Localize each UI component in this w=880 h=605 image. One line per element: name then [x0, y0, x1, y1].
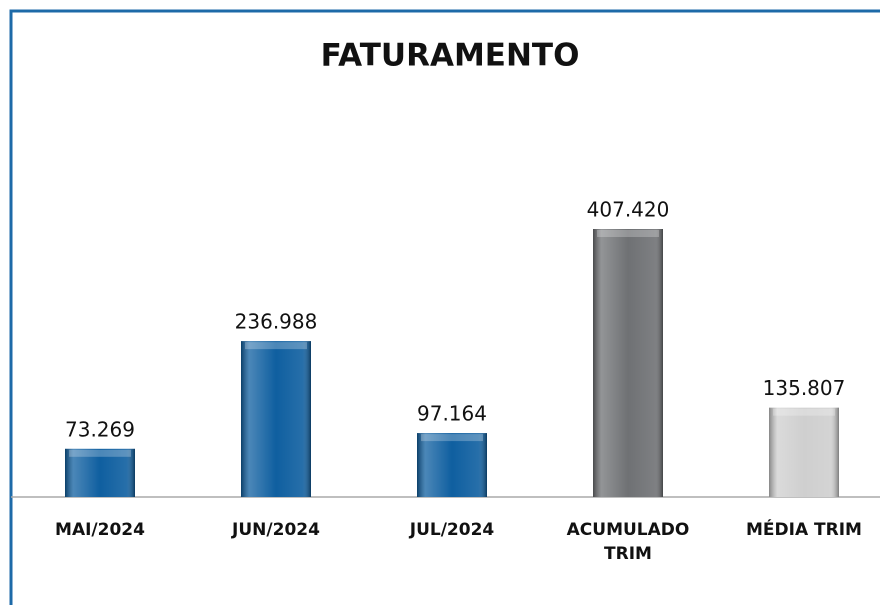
frame: [9, 9, 880, 605]
value-label: 135.807: [763, 376, 846, 400]
value-label: 73.269: [65, 417, 135, 441]
x-tick-label: MÉDIA TRIM: [746, 520, 862, 540]
bar-shine: [241, 341, 311, 497]
x-tick-label: JUL/2024: [409, 520, 495, 540]
bar-bevel: [245, 342, 307, 350]
chart-title: FATURAMENTO: [321, 38, 580, 74]
x-tick-label: ACUMULADO TRIM: [566, 520, 690, 564]
bar-shine: [769, 407, 839, 497]
bar-bevel: [421, 434, 483, 442]
x-tick-label: MAI/2024: [55, 520, 145, 540]
value-label: 236.988: [235, 310, 318, 334]
bar-shine: [417, 433, 487, 497]
bar-bevel: [597, 230, 659, 237]
bar-bevel: [69, 449, 131, 457]
bar-bevel: [773, 408, 835, 416]
bar-shine: [593, 229, 663, 497]
value-label: 407.420: [587, 198, 670, 222]
x-tick-label: JUN/2024: [232, 520, 320, 540]
bar-shine: [65, 448, 135, 497]
value-label: 97.164: [417, 402, 487, 426]
